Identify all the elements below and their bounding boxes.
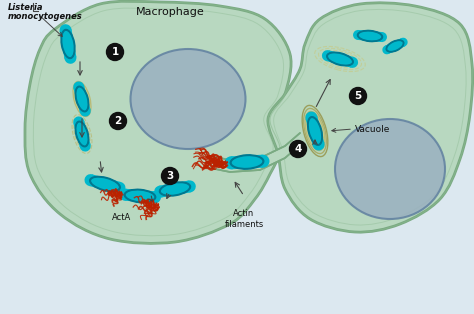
Ellipse shape <box>149 191 161 203</box>
Ellipse shape <box>80 141 91 152</box>
Circle shape <box>109 112 127 129</box>
Ellipse shape <box>76 87 88 111</box>
Polygon shape <box>60 29 76 59</box>
Polygon shape <box>385 38 405 54</box>
Ellipse shape <box>64 52 76 64</box>
Ellipse shape <box>113 182 126 194</box>
Polygon shape <box>159 181 191 198</box>
Ellipse shape <box>60 24 72 36</box>
Polygon shape <box>89 174 121 194</box>
Ellipse shape <box>130 49 246 149</box>
Polygon shape <box>125 189 155 203</box>
Polygon shape <box>73 85 91 112</box>
Ellipse shape <box>160 182 190 195</box>
Text: Macrophage: Macrophage <box>136 7 204 17</box>
PathPatch shape <box>268 3 473 232</box>
Text: 5: 5 <box>355 91 362 101</box>
Ellipse shape <box>322 50 333 61</box>
Text: monocytogenes: monocytogenes <box>8 12 83 21</box>
Ellipse shape <box>302 106 328 157</box>
Ellipse shape <box>387 41 403 51</box>
Polygon shape <box>306 116 324 146</box>
Text: ActA: ActA <box>112 213 132 222</box>
Ellipse shape <box>256 155 270 168</box>
Ellipse shape <box>313 138 325 150</box>
Ellipse shape <box>73 116 84 127</box>
Ellipse shape <box>74 84 90 114</box>
Ellipse shape <box>76 122 88 146</box>
Text: Listeria: Listeria <box>8 3 44 12</box>
Circle shape <box>349 88 366 105</box>
Ellipse shape <box>84 174 97 186</box>
Ellipse shape <box>73 82 91 116</box>
Circle shape <box>162 167 179 185</box>
Text: Vacuole: Vacuole <box>355 124 391 133</box>
Ellipse shape <box>399 38 408 47</box>
Ellipse shape <box>80 106 91 116</box>
Ellipse shape <box>335 119 445 219</box>
Ellipse shape <box>225 156 237 169</box>
Text: 1: 1 <box>111 47 118 57</box>
Polygon shape <box>73 121 91 148</box>
Ellipse shape <box>328 53 353 65</box>
Polygon shape <box>231 155 264 169</box>
Ellipse shape <box>62 30 74 58</box>
PathPatch shape <box>25 1 291 243</box>
Ellipse shape <box>347 57 358 68</box>
Ellipse shape <box>377 32 387 42</box>
Circle shape <box>290 140 307 158</box>
Ellipse shape <box>305 111 318 123</box>
Ellipse shape <box>383 45 392 54</box>
Polygon shape <box>326 50 354 68</box>
Ellipse shape <box>184 181 196 192</box>
Polygon shape <box>210 133 300 173</box>
Text: Actin
filaments: Actin filaments <box>224 209 264 229</box>
Ellipse shape <box>73 81 84 92</box>
Ellipse shape <box>305 111 325 151</box>
Ellipse shape <box>231 155 263 169</box>
Ellipse shape <box>308 117 322 145</box>
Ellipse shape <box>304 108 326 154</box>
Ellipse shape <box>353 30 363 40</box>
Polygon shape <box>357 30 383 42</box>
Ellipse shape <box>307 114 323 148</box>
Ellipse shape <box>119 189 131 201</box>
Ellipse shape <box>91 177 119 191</box>
Circle shape <box>107 44 124 61</box>
Text: 2: 2 <box>114 116 122 126</box>
Ellipse shape <box>358 31 382 41</box>
Text: 4: 4 <box>294 144 301 154</box>
Ellipse shape <box>125 190 155 202</box>
Text: 3: 3 <box>166 171 173 181</box>
Ellipse shape <box>154 186 166 198</box>
